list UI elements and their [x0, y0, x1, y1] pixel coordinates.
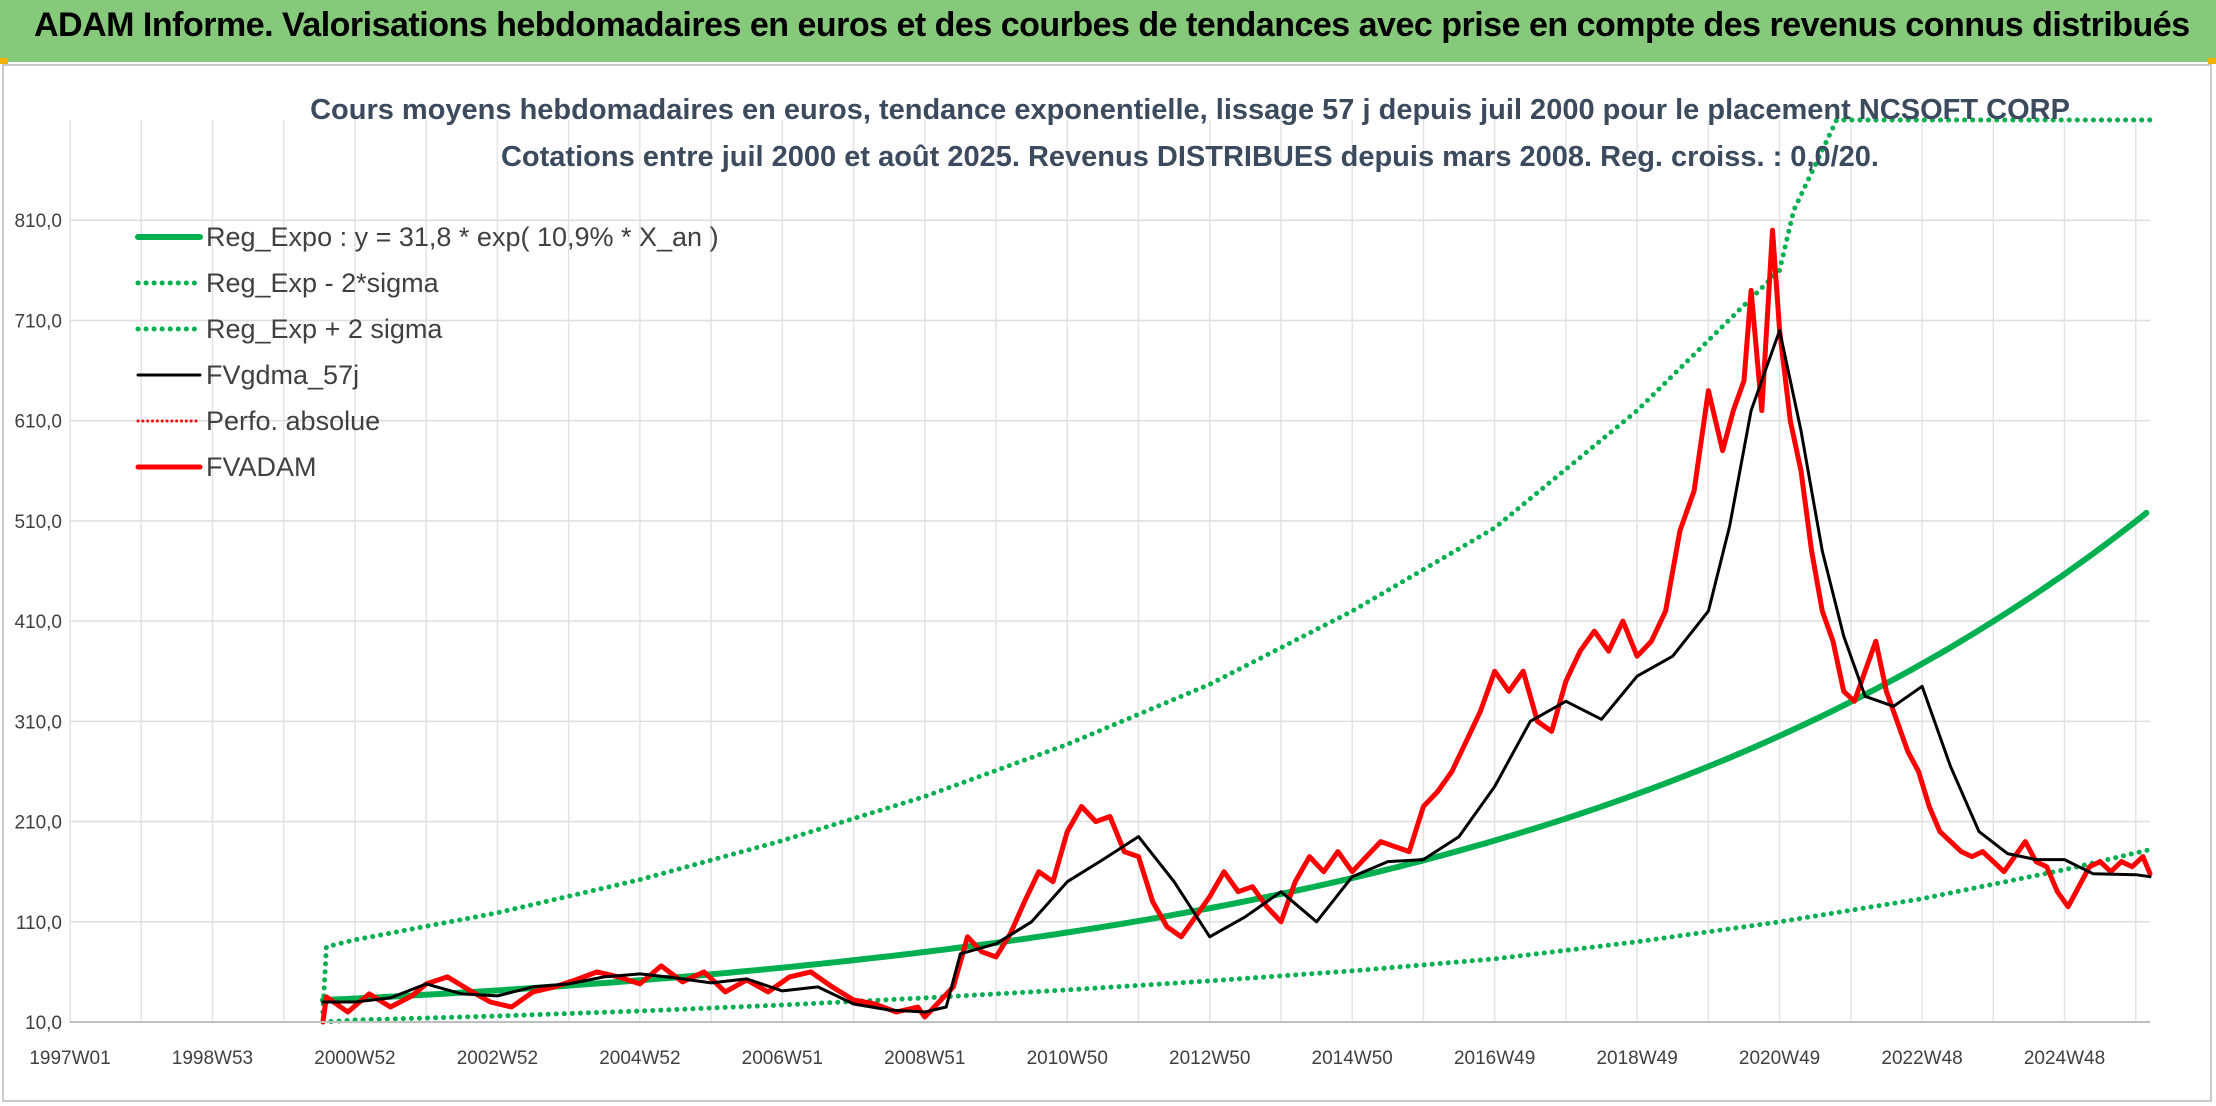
chart-frame — [2, 64, 2212, 1102]
legend: Reg_Expo : y = 31,8 * exp( 10,9% * X_an … — [135, 222, 719, 482]
series-line — [320, 117, 2153, 1015]
legend-entry-label: FVADAM — [206, 452, 317, 482]
series-line — [320, 847, 2153, 1025]
x-tick-label: 1997W01 — [29, 1048, 110, 1069]
x-tick-label: 2004W52 — [599, 1048, 680, 1069]
y-tick-label: 10,0 — [25, 1013, 62, 1034]
y-tick-label: 410,0 — [14, 612, 62, 633]
legend-entry-label: Perfo. absolue — [206, 406, 380, 436]
x-tick-label: 2012W50 — [1169, 1048, 1250, 1069]
corner-marker-right — [2208, 58, 2216, 64]
y-tick-label: 810,0 — [14, 211, 62, 232]
corner-marker-left — [0, 58, 8, 64]
y-tick-label: 610,0 — [14, 412, 62, 433]
y-tick-label: 710,0 — [14, 311, 62, 332]
chart-title-line-2: Cotations entre juil 2000 et août 2025. … — [501, 141, 1879, 173]
x-tick-label: 2022W48 — [1881, 1048, 1962, 1069]
x-tick-label: 2000W52 — [314, 1048, 395, 1069]
y-tick-label: 310,0 — [14, 712, 62, 733]
legend-entry-label: FVgdma_57j — [206, 360, 359, 390]
series-line — [319, 509, 2150, 1004]
report-banner: ADAM Informe. Valorisations hebdomadaire… — [0, 0, 2216, 62]
legend-entry-label: Reg_Exp - 2*sigma — [206, 268, 440, 298]
y-tick-label: 110,0 — [16, 913, 62, 934]
x-tick-label: 1998W53 — [172, 1048, 253, 1069]
x-tick-label: 2010W50 — [1027, 1048, 1108, 1069]
series-line — [320, 227, 2153, 1025]
axes: 10,0 110,0 210,0 310,0 410,0 510,0 610,0 710,0 8… — [14, 211, 2150, 1069]
y-tick-label: 210,0 — [14, 813, 62, 834]
series-line — [321, 329, 2152, 1014]
x-tick-label: 2014W50 — [1312, 1048, 1393, 1069]
x-tick-label: 2018W49 — [1596, 1048, 1677, 1069]
y-tick-label: 510,0 — [14, 512, 62, 533]
x-tick-label: 2006W51 — [742, 1048, 823, 1069]
x-tick-label: 2002W52 — [457, 1048, 538, 1069]
x-tick-label: 2016W49 — [1454, 1048, 1535, 1069]
legend-entry-label: Reg_Expo : y = 31,8 * exp( 10,9% * X_an … — [206, 222, 719, 252]
report-title: ADAM Informe. Valorisations hebdomadaire… — [34, 6, 2190, 44]
series-layer — [319, 117, 2153, 1025]
chart-title-line-1: Cours moyens hebdomadaires en euros, ten… — [310, 94, 2070, 126]
x-tick-label: 2020W49 — [1739, 1048, 1820, 1069]
legend-entry-label: Reg_Exp + 2 sigma — [206, 314, 443, 344]
grid — [69, 120, 2150, 1023]
x-tick-label: 2024W48 — [2024, 1048, 2105, 1069]
x-tick-label: 2008W51 — [884, 1048, 965, 1069]
